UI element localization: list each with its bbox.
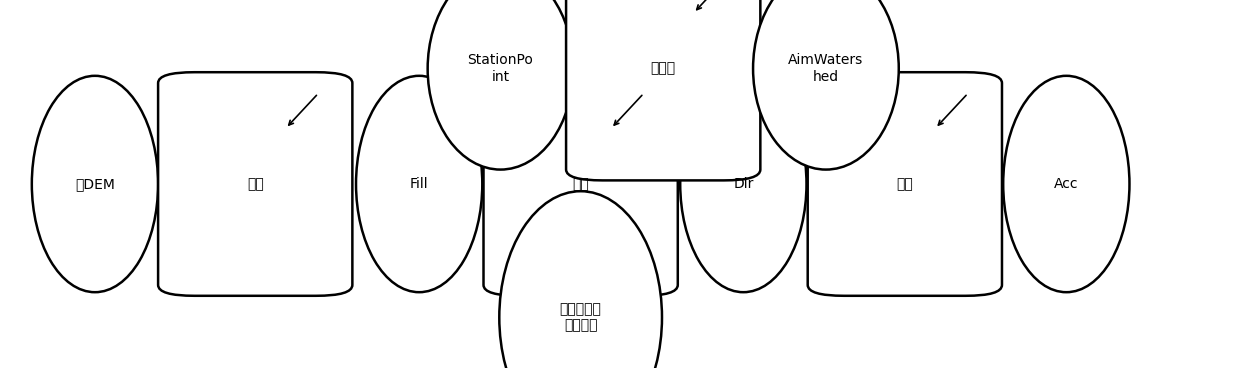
Ellipse shape [680,76,807,292]
FancyBboxPatch shape [566,0,761,180]
Ellipse shape [356,76,482,292]
Text: 输出下降率
栅格数据: 输出下降率 栅格数据 [560,302,602,333]
Ellipse shape [499,191,662,368]
Ellipse shape [1004,76,1130,292]
Text: Dir: Dir [733,177,753,191]
Text: 流向: 流向 [572,177,589,191]
Ellipse shape [427,0,574,170]
Text: Fill: Fill [410,177,429,191]
Text: 填洼: 填洼 [247,177,264,191]
Ellipse shape [32,76,159,292]
Text: Acc: Acc [1054,177,1079,191]
Text: 原DEM: 原DEM [76,177,115,191]
FancyBboxPatch shape [159,72,352,296]
Text: 流量: 流量 [897,177,913,191]
FancyBboxPatch shape [808,72,1002,296]
Ellipse shape [753,0,898,170]
FancyBboxPatch shape [483,72,678,296]
Text: 分水岭: 分水岭 [650,61,675,75]
Text: StationPo
int: StationPo int [467,53,534,84]
Text: AimWaters
hed: AimWaters hed [788,53,864,84]
